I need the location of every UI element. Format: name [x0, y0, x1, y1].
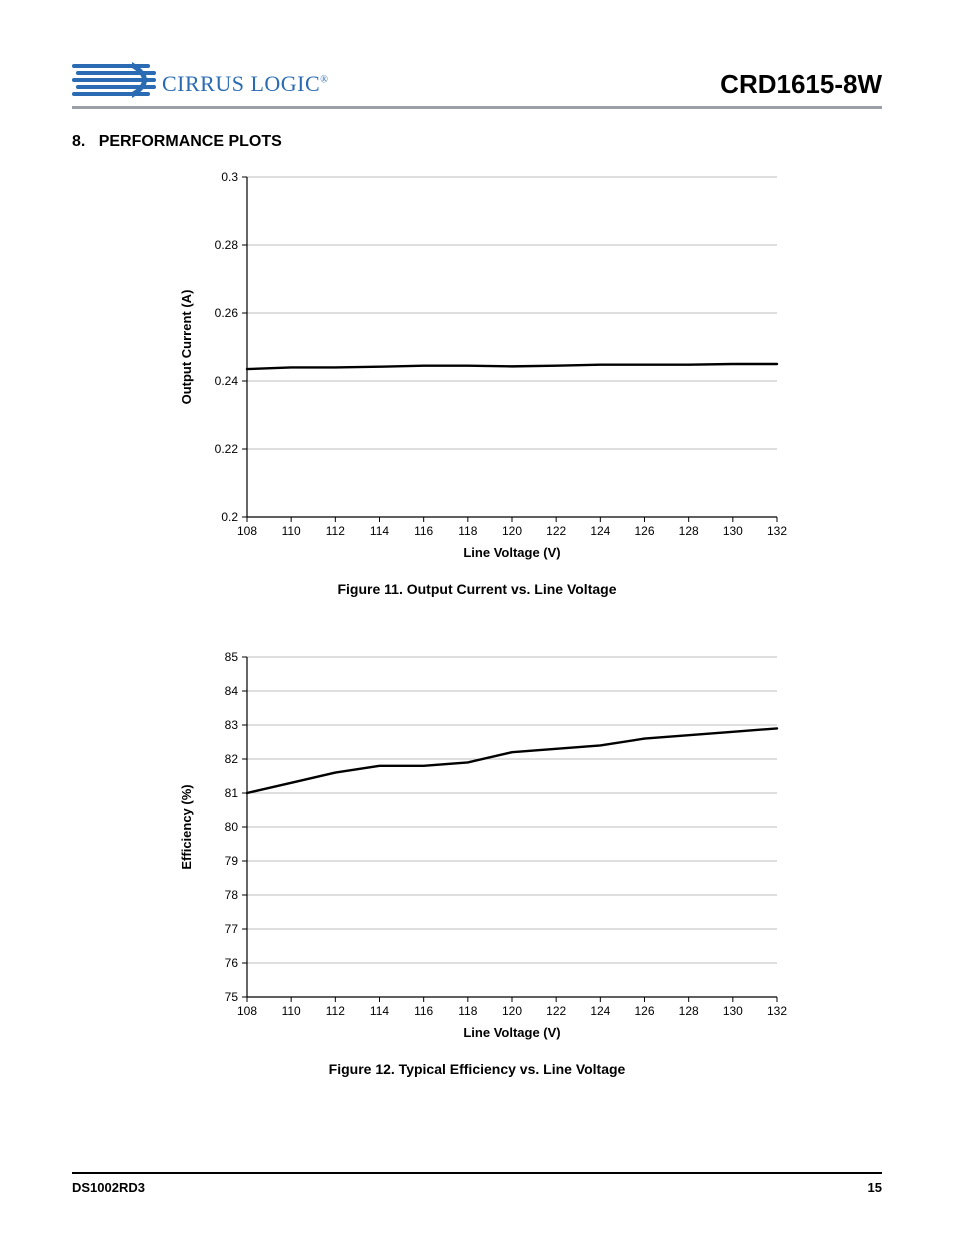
svg-text:80: 80: [225, 820, 239, 834]
registered-mark: ®: [320, 75, 328, 86]
svg-text:Line Voltage (V): Line Voltage (V): [463, 545, 560, 560]
svg-text:Efficiency (%): Efficiency (%): [179, 784, 194, 869]
svg-text:79: 79: [225, 854, 239, 868]
figure-11: 108 110 112 114 116 118 120 122 124 126 128 130 132 0…: [72, 163, 882, 597]
svg-text:77: 77: [225, 922, 239, 936]
svg-text:118: 118: [458, 1004, 477, 1018]
company-name-text: CIRRUS LOGIC: [162, 71, 320, 96]
svg-text:0.26: 0.26: [215, 306, 239, 320]
efficiency-chart: 108 110 112 114 116 118 120 122 124 126 128 130 132 7…: [157, 643, 797, 1043]
svg-text:116: 116: [414, 524, 433, 538]
svg-text:78: 78: [225, 888, 239, 902]
svg-text:0.24: 0.24: [215, 374, 239, 388]
svg-text:Output Current (A): Output Current (A): [179, 290, 194, 405]
page-header: CIRRUS LOGIC® CRD1615-8W: [72, 54, 882, 100]
svg-text:81: 81: [225, 786, 239, 800]
svg-text:108: 108: [237, 1004, 257, 1018]
svg-text:132: 132: [767, 1004, 787, 1018]
section-heading: 8. PERFORMANCE PLOTS: [72, 133, 882, 151]
document-title: CRD1615-8W: [720, 69, 882, 100]
svg-text:120: 120: [502, 524, 522, 538]
svg-text:126: 126: [634, 1004, 654, 1018]
svg-text:124: 124: [590, 1004, 610, 1018]
svg-text:118: 118: [458, 524, 477, 538]
svg-text:110: 110: [282, 524, 301, 538]
svg-text:82: 82: [225, 752, 239, 766]
svg-text:114: 114: [370, 524, 389, 538]
svg-text:110: 110: [282, 1004, 301, 1018]
svg-text:0.3: 0.3: [221, 170, 238, 184]
svg-text:Line Voltage (V): Line Voltage (V): [463, 1025, 560, 1040]
output-current-chart: 108 110 112 114 116 118 120 122 124 126 128 130 132 0…: [157, 163, 797, 563]
svg-text:130: 130: [723, 524, 743, 538]
svg-text:122: 122: [546, 524, 566, 538]
svg-text:112: 112: [326, 524, 345, 538]
footer-rule: [72, 1172, 882, 1174]
svg-text:84: 84: [225, 684, 239, 698]
svg-text:114: 114: [370, 1004, 389, 1018]
svg-text:132: 132: [767, 524, 787, 538]
figure-11-caption: Figure 11. Output Current vs. Line Volta…: [72, 581, 882, 597]
svg-text:0.2: 0.2: [221, 510, 238, 524]
figure-12-caption: Figure 12. Typical Efficiency vs. Line V…: [72, 1061, 882, 1077]
svg-text:122: 122: [546, 1004, 566, 1018]
svg-text:75: 75: [225, 990, 239, 1004]
svg-text:85: 85: [225, 650, 239, 664]
company-logo: CIRRUS LOGIC®: [72, 60, 328, 100]
footer-doc-code: DS1002RD3: [72, 1180, 145, 1195]
svg-text:120: 120: [502, 1004, 522, 1018]
svg-text:108: 108: [237, 524, 257, 538]
section-number: 8.: [72, 133, 85, 150]
svg-text:128: 128: [679, 524, 699, 538]
svg-text:0.28: 0.28: [215, 238, 239, 252]
figure-12: 108 110 112 114 116 118 120 122 124 126 128 130 132 7…: [72, 643, 882, 1077]
logo-stripes-icon: [72, 60, 162, 100]
header-rule: [72, 106, 882, 109]
svg-text:128: 128: [679, 1004, 699, 1018]
svg-text:112: 112: [326, 1004, 345, 1018]
svg-text:130: 130: [723, 1004, 743, 1018]
company-name: CIRRUS LOGIC®: [162, 71, 328, 97]
svg-text:126: 126: [634, 524, 654, 538]
svg-text:76: 76: [225, 956, 239, 970]
svg-text:83: 83: [225, 718, 239, 732]
svg-text:116: 116: [414, 1004, 433, 1018]
section-title: PERFORMANCE PLOTS: [99, 133, 282, 150]
svg-text:124: 124: [590, 524, 610, 538]
svg-text:0.22: 0.22: [215, 442, 239, 456]
page-footer: DS1002RD3 15: [72, 1172, 882, 1195]
footer-page-number: 15: [868, 1180, 882, 1195]
